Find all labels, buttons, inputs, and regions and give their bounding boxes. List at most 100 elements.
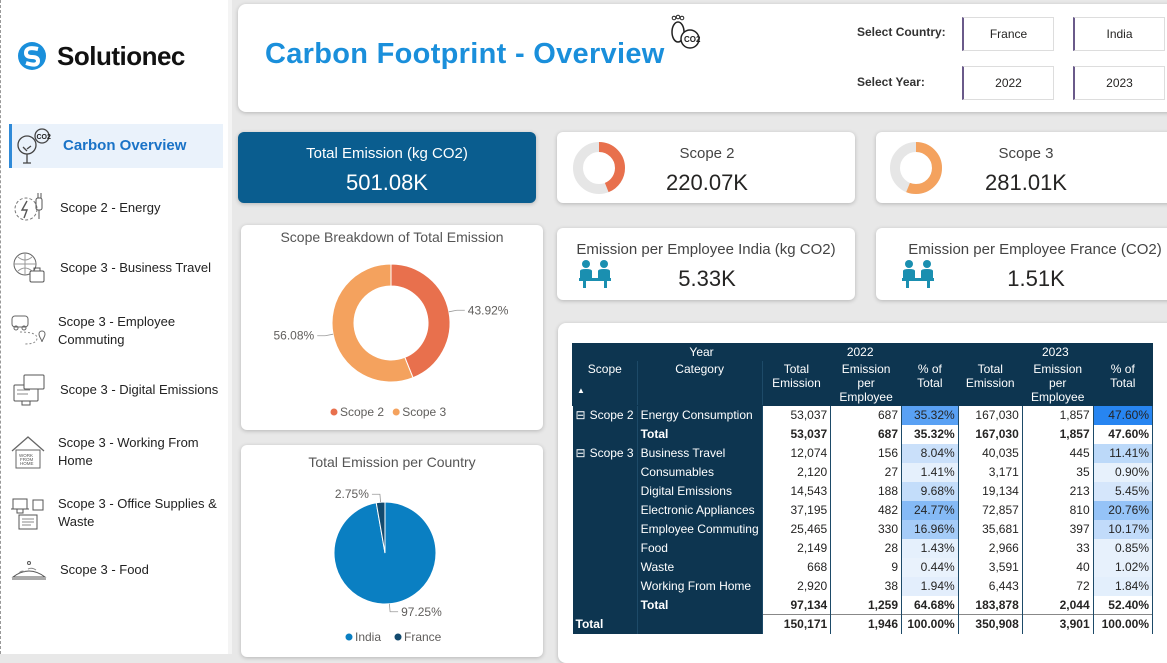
sidebar-item-scope-3-working-from-home[interactable]: WORK FROM HOME Scope 3 - Working From Home [9,427,223,477]
value-cell: 183,878 [958,595,1023,615]
data-label: 56.08% [274,329,315,343]
value-cell: 482 [830,500,903,520]
category-cell: Energy Consumption [637,405,763,425]
value-cell: 40,035 [958,443,1023,463]
value-cell: 47.60% [1093,424,1154,444]
chart-title: Scope Breakdown of Total Emission [280,229,503,245]
value-cell: 38 [830,576,903,596]
sidebar-item-label: Scope 3 - Food [60,562,149,577]
value-cell: 27 [830,462,903,482]
value-cell: 40 [1022,557,1094,577]
legend-item[interactable]: India [355,630,381,644]
collapse-icon[interactable]: ⊟ [575,446,586,460]
employees-meeting-icon [579,260,611,288]
sidebar-item-scope-3-digital-emissions[interactable]: Scope 3 - Digital Emissions [9,370,223,410]
country-label: Select Country: [857,25,946,39]
matrix-col-percent-total[interactable]: % of Total [901,360,959,406]
matrix-col-total-emission[interactable]: Total Emission [957,360,1023,406]
matrix-col-emission-per-employee[interactable]: Emission per Employee [830,360,903,406]
matrix-col-total-emission[interactable]: Total Emission [761,360,832,406]
value-cell: 72,857 [958,500,1023,520]
matrix-col-percent-total[interactable]: % of Total [1092,360,1154,406]
scope-breakdown-chart: Scope Breakdown of Total Emission 43.92%… [274,229,509,419]
value-cell: 37,195 [762,500,832,520]
value-cell: 47.60% [1093,405,1154,425]
collapse-icon[interactable]: ⊟ [575,408,586,423]
scope-cell [572,481,638,501]
year-button-2022[interactable]: 2022 [962,66,1054,100]
sidebar-item-scope-3-employee-commuting[interactable]: Scope 3 - Employee Commuting [9,306,223,356]
value-cell: 687 [830,405,903,425]
category-cell [637,614,763,634]
value-cell: 2,044 [1022,595,1094,615]
value-cell: 2,920 [762,576,832,596]
year-button-2023[interactable]: 2023 [1073,66,1165,100]
value-cell: 100.00% [901,614,959,634]
country-button-india[interactable]: India [1073,17,1165,51]
value-cell: 1.94% [901,576,959,596]
value-cell: 167,030 [958,405,1023,425]
value-cell: 668 [762,557,832,577]
digital-devices-icon [9,370,49,410]
scope-cell [572,519,638,539]
table-row: Total 150,171 1,946 100.00% 350,908 3,901 100.… [572,614,1154,634]
value-cell: 53,037 [762,424,832,444]
value-cell: 330 [830,519,903,539]
country-button-france[interactable]: France [962,17,1054,51]
category-cell: Electronic Appliances [637,500,763,520]
legend-item[interactable]: Scope 2 [340,405,384,419]
scope-cell [572,462,638,482]
matrix-scope-header[interactable]: Scope ▲ [572,360,638,406]
business-travel-icon [9,248,49,288]
value-cell: 35,681 [958,519,1023,539]
scope-cell[interactable]: ⊟ Scope 2 [572,405,638,425]
sidebar-item-scope-3-food[interactable]: Scope 3 - Food [9,550,223,590]
sidebar-item-scope-3-business-travel[interactable]: Scope 3 - Business Travel [9,248,223,288]
sidebar-item-label: Scope 3 - Employee Commuting [58,314,176,347]
scope-cell [572,576,638,596]
office-supplies-icon [9,493,47,533]
legend-marker [330,408,338,416]
scope-cell [572,595,638,615]
scope-cell [572,424,638,444]
legend-item[interactable]: France [404,630,442,644]
sidebar-item-scope-3-office-supplies-waste[interactable]: Scope 3 - Office Supplies & Waste [9,488,223,538]
value-cell: 9 [830,557,903,577]
slice-scope-3[interactable] [331,263,414,383]
table-row: Waste 668 9 0.44% 3,591 40 1.02% [572,557,1154,577]
sidebar-item-carbon-overview[interactable]: CO2 Carbon Overview [9,124,223,168]
matrix-col-emission-per-employee[interactable]: Emission per Employee [1021,360,1094,406]
sidebar-item-scope-2-energy[interactable]: Scope 2 - Energy [9,188,223,228]
svg-text:WORK: WORK [19,453,33,458]
sidebar-item-label: Carbon Overview [63,137,187,154]
slice-scope-2[interactable] [390,263,451,379]
value-cell: 1.41% [901,462,959,482]
category-cell: Consumables [637,462,763,482]
category-cell: Waste [637,557,763,577]
sidebar: Solutionec CO2 Carbon Overview Scope 2 - E… [0,0,228,654]
data-label: 2.75% [335,487,369,501]
category-cell: Business Travel [637,443,763,463]
brand-logo: Solutionec [17,40,185,72]
value-cell: 35.32% [901,424,959,444]
category-cell: Employee Commuting [637,519,763,539]
slice-france[interactable] [375,501,386,554]
legend-item[interactable]: Scope 3 [402,405,446,419]
sidebar-item-label: Scope 3 - Digital Emissions [60,382,219,397]
value-cell: 1.43% [901,538,959,558]
scope-cell[interactable]: ⊟ Scope 3 [572,443,638,463]
scope-label: Scope 3 [589,446,634,460]
matrix-category-header[interactable]: Category [636,360,763,406]
value-cell: 14,543 [762,481,832,501]
table-row: Food 2,149 28 1.43% 2,966 33 0.85% [572,538,1154,558]
svg-text:FROM: FROM [20,457,33,462]
value-cell: 28 [830,538,903,558]
value-cell: 3,901 [1022,614,1094,634]
employees-meeting-icon [902,260,934,288]
label-leader-line [371,493,381,503]
sidebar-item-label: Scope 2 - Energy [60,200,161,215]
kpi-scope2-title: Scope 2 [679,145,735,162]
kpi-scope3-value: 281.01K [985,170,1067,195]
brand-name: Solutionec [57,40,185,71]
value-cell: 97,134 [762,595,832,615]
